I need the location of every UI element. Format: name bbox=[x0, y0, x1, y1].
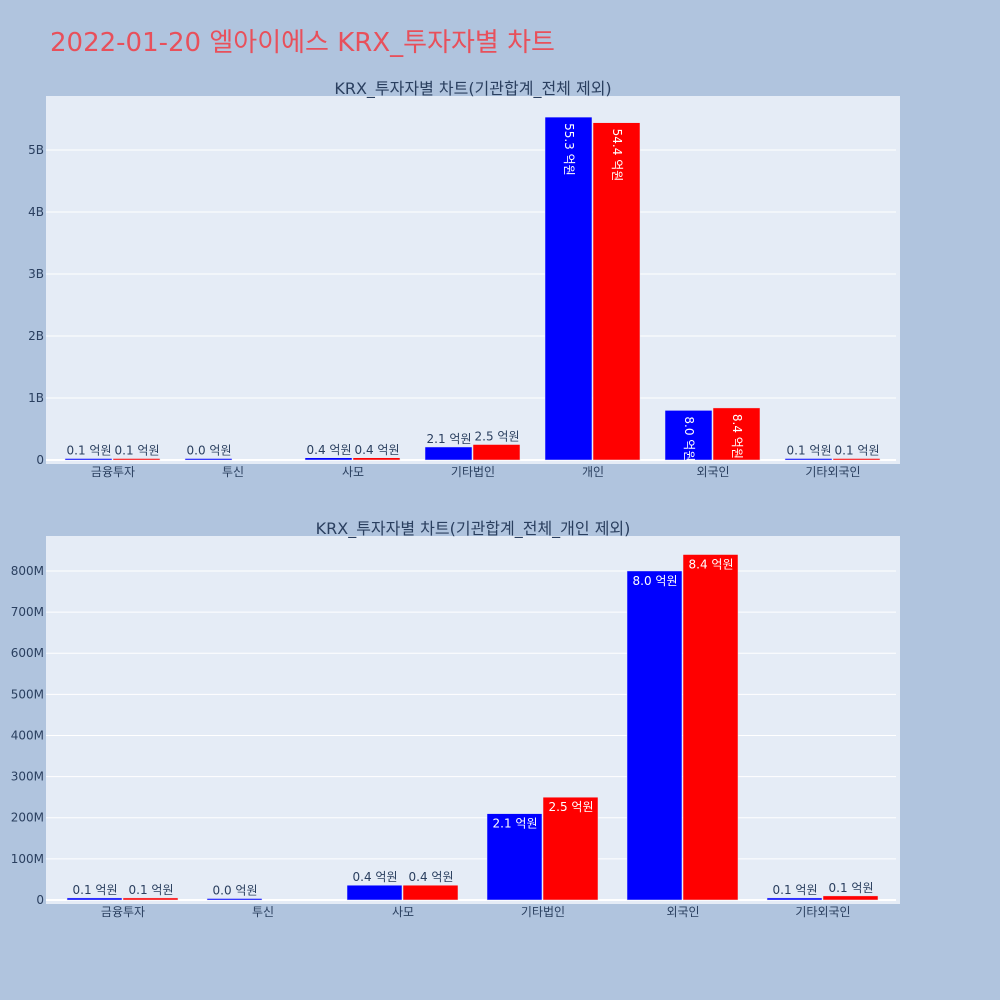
y-tick-label: 5B bbox=[28, 143, 44, 157]
y-tick-label: 3B bbox=[28, 267, 44, 281]
y-tick-label: 0 bbox=[36, 893, 44, 907]
data-label: 2.1 억원 bbox=[427, 432, 472, 446]
bar bbox=[682, 554, 739, 901]
bar bbox=[486, 813, 543, 901]
y-tick-label: 600M bbox=[11, 646, 44, 660]
data-label: 8.4 억원 bbox=[730, 414, 744, 459]
y-tick-label: 100M bbox=[11, 852, 44, 866]
data-label: 0.1 억원 bbox=[73, 883, 118, 897]
y-tick-label: 4B bbox=[28, 205, 44, 219]
chart-title: KRX_투자자별 차트(기관합계_전체 제외) bbox=[334, 79, 611, 99]
bar bbox=[112, 458, 161, 461]
bar bbox=[66, 897, 123, 901]
x-tick-label: 투신 bbox=[222, 465, 244, 479]
bar bbox=[352, 457, 401, 461]
bar bbox=[402, 884, 459, 901]
data-label: 0.0 억원 bbox=[213, 884, 258, 898]
data-label: 0.0 억원 bbox=[187, 444, 232, 458]
data-label: 0.1 억원 bbox=[67, 444, 112, 458]
data-label: 8.4 억원 bbox=[689, 558, 734, 572]
x-tick-label: 기타외국인 bbox=[805, 465, 860, 479]
y-tick-label: 2B bbox=[28, 329, 44, 343]
data-label: 0.1 억원 bbox=[773, 883, 818, 897]
data-label: 0.4 억원 bbox=[355, 443, 400, 457]
x-tick-label: 기타법인 bbox=[451, 465, 495, 479]
x-tick-label: 외국인 bbox=[696, 465, 729, 479]
x-tick-label: 기타외국인 bbox=[795, 905, 850, 919]
chart-investor-all: 0 1B 2B 3B 4B 5B KRX_투자자별 차트(기관합계_전체 제외) 금융투자 0.… bbox=[28, 79, 900, 479]
x-tick-label: 사모 bbox=[392, 905, 414, 919]
y-tick-label: 200M bbox=[11, 811, 44, 825]
data-label: 0.1 억원 bbox=[829, 881, 874, 895]
data-label: 0.1 억원 bbox=[787, 444, 832, 458]
y-tick-label: 800M bbox=[11, 564, 44, 578]
bar bbox=[346, 884, 403, 901]
bar bbox=[544, 116, 593, 461]
bar bbox=[626, 570, 683, 901]
y-tick-label: 700M bbox=[11, 605, 44, 619]
bar bbox=[784, 458, 833, 461]
y-tick-label: 1B bbox=[28, 391, 44, 405]
data-label: 8.0 억원 bbox=[682, 416, 696, 461]
page-title: 2022-01-20 엘아이에스 KRX_투자자별 차트 bbox=[50, 28, 555, 58]
chart-title: KRX_투자자별 차트(기관합계_전체_개인 제외) bbox=[316, 519, 631, 539]
data-label: 0.1 억원 bbox=[115, 444, 160, 458]
bar bbox=[832, 458, 881, 461]
bar bbox=[592, 122, 641, 461]
bar bbox=[712, 407, 761, 461]
x-tick-label: 외국인 bbox=[666, 905, 699, 919]
x-tick-label: 기타법인 bbox=[521, 905, 565, 919]
bar bbox=[304, 457, 353, 461]
plot-area bbox=[46, 96, 900, 464]
data-label: 0.1 억원 bbox=[129, 883, 174, 897]
data-label: 0.4 억원 bbox=[353, 870, 398, 884]
chart-investor-ex-individual: 0 100M 200M 300M 400M 500M 600M 700M 800M KRX_투자자… bbox=[11, 519, 900, 919]
data-label: 0.4 억원 bbox=[307, 443, 352, 457]
bar bbox=[122, 897, 179, 901]
y-tick-label: 500M bbox=[11, 687, 44, 701]
data-label: 0.1 억원 bbox=[835, 444, 880, 458]
x-tick-label: 사모 bbox=[342, 465, 364, 479]
x-tick-label: 금융투자 bbox=[91, 465, 135, 479]
plot-area bbox=[46, 536, 900, 904]
data-label: 2.5 억원 bbox=[475, 429, 520, 443]
bar bbox=[184, 458, 233, 461]
y-tick-label: 400M bbox=[11, 728, 44, 742]
y-tick-label: 300M bbox=[11, 770, 44, 784]
data-label: 0.4 억원 bbox=[409, 870, 454, 884]
x-tick-label: 금융투자 bbox=[101, 905, 145, 919]
data-label: 55.3 억원 bbox=[562, 123, 576, 176]
bar bbox=[472, 444, 521, 461]
bar bbox=[424, 446, 473, 461]
bar bbox=[664, 410, 713, 461]
bar bbox=[822, 895, 879, 901]
y-tick-label: 0 bbox=[36, 453, 44, 467]
data-label: 2.5 억원 bbox=[549, 800, 594, 814]
data-label: 8.0 억원 bbox=[633, 574, 678, 588]
data-label: 2.1 억원 bbox=[493, 817, 538, 831]
bar bbox=[64, 458, 113, 461]
bar bbox=[542, 796, 599, 901]
data-label: 54.4 억원 bbox=[610, 129, 624, 182]
x-tick-label: 개인 bbox=[582, 465, 604, 479]
x-tick-label: 투신 bbox=[252, 905, 274, 919]
bar bbox=[766, 897, 823, 901]
bar bbox=[206, 898, 263, 901]
